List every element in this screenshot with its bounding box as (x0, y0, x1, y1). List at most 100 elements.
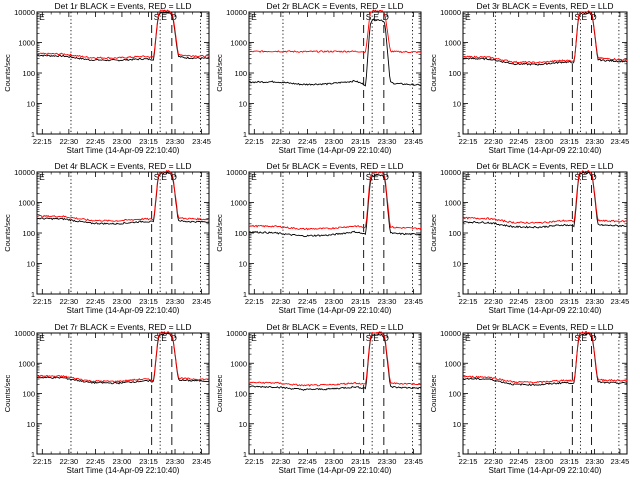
marker-label-e: E (251, 172, 257, 182)
x-tick-label: 22:45 (298, 297, 317, 306)
panel-title: Det 4r BLACK = Events, RED = LLD (54, 161, 191, 171)
panel-title: Det 3r BLACK = Events, RED = LLD (476, 1, 613, 11)
y-tick-label: 10 (453, 420, 461, 429)
y-tick-label: 100 (22, 69, 35, 78)
series-red (462, 170, 628, 224)
x-tick-label: 23:30 (378, 137, 397, 146)
y-tick-label: 10 (239, 420, 247, 429)
marker-label-d: D (171, 172, 177, 182)
x-tick-label: 23:00 (113, 297, 132, 306)
x-tick-label: 22:15 (245, 297, 264, 306)
y-tick-label: 10 (453, 260, 461, 269)
marker-label-s: S (154, 172, 160, 182)
series-red (36, 170, 209, 222)
series-black (248, 18, 422, 87)
x-tick-label: 23:15 (351, 297, 370, 306)
x-tick-label: 22:30 (484, 297, 503, 306)
marker-label-e: E (581, 12, 587, 22)
x-tick-label: 23:30 (585, 457, 604, 466)
x-tick-label: 22:30 (271, 457, 290, 466)
y-tick-label: 10000 (440, 8, 461, 17)
y-tick-label: 1000 (230, 359, 247, 368)
x-axis-label: Start Time (14-Apr-09 22:10:40) (279, 466, 392, 475)
series-red (248, 331, 422, 387)
x-tick-label: 23:15 (560, 297, 579, 306)
y-tick-label: 10 (239, 100, 247, 109)
x-tick-label: 23:45 (192, 137, 211, 146)
plot-frame (462, 171, 628, 295)
x-tick-label: 23:45 (611, 457, 630, 466)
x-axis-label: Start Time (14-Apr-09 22:10:40) (279, 146, 392, 155)
y-tick-label: 10000 (226, 8, 247, 17)
series-black (249, 333, 422, 391)
marker-label-e: E (465, 12, 471, 22)
y-tick-label: 100 (448, 69, 461, 78)
x-tick-label: 22:15 (459, 457, 478, 466)
marker-label-d: D (383, 333, 389, 343)
x-tick-label: 23:15 (560, 137, 579, 146)
marker-label-d: D (171, 12, 177, 22)
series-black (462, 332, 628, 386)
x-tick-label: 23:00 (535, 137, 554, 146)
y-tick-label: 100 (22, 390, 35, 399)
y-tick-label: 10000 (440, 168, 461, 177)
y-tick-label: 1 (457, 130, 461, 139)
x-tick-label: 22:30 (271, 137, 290, 146)
series-red (462, 10, 628, 64)
y-tick-label: 1000 (444, 359, 461, 368)
plot-frame (462, 332, 628, 455)
panel-det-2: Det 2r BLACK = Events, RED = LLD 1 10 100 10… (215, 1, 423, 155)
y-tick-label: 10000 (14, 329, 35, 338)
x-tick-label: 23:30 (585, 297, 604, 306)
x-tick-label: 22:15 (33, 137, 52, 146)
marker-label-e: E (373, 172, 379, 182)
y-tick-label: 10 (27, 420, 35, 429)
x-tick-label: 23:30 (166, 457, 185, 466)
x-tick-label: 23:15 (139, 297, 158, 306)
y-tick-label: 100 (234, 390, 247, 399)
y-tick-label: 100 (22, 229, 35, 238)
x-tick-label: 23:45 (611, 137, 630, 146)
marker-label-e: E (39, 12, 45, 22)
y-axis-label: Counts/sec (215, 54, 224, 92)
marker-label-s: S (154, 333, 160, 343)
y-tick-label: 1000 (230, 39, 247, 48)
x-tick-label: 22:30 (59, 457, 78, 466)
marker-label-s: S (154, 12, 160, 22)
panel-det-1: Det 1r BLACK = Events, RED = LLD 1 10 100 10… (3, 1, 211, 155)
y-tick-label: 10 (453, 100, 461, 109)
y-axis-label: Counts/sec (429, 374, 438, 412)
y-tick-label: 1 (243, 130, 247, 139)
x-tick-label: 22:15 (459, 137, 478, 146)
marker-label-s: S (574, 333, 580, 343)
x-tick-label: 23:30 (166, 137, 185, 146)
x-tick-label: 23:00 (535, 297, 554, 306)
series-red (248, 9, 422, 54)
x-tick-label: 22:45 (86, 137, 105, 146)
y-tick-label: 1000 (444, 199, 461, 208)
marker-label-s: S (366, 172, 372, 182)
marker-label-s: S (574, 12, 580, 22)
y-tick-label: 100 (448, 229, 461, 238)
plot-frame (248, 332, 422, 455)
y-axis-label: Counts/sec (3, 374, 12, 412)
panel-det-9: Det 9r BLACK = Events, RED = LLD 1 10 100 10… (429, 322, 629, 475)
y-axis-label: Counts/sec (429, 214, 438, 252)
x-axis-label: Start Time (14-Apr-09 22:10:40) (489, 146, 602, 155)
panel-title: Det 6r BLACK = Events, RED = LLD (476, 161, 613, 171)
marker-label-s: S (366, 333, 372, 343)
series-red (36, 331, 210, 383)
marker-label-s: S (366, 12, 372, 22)
plot-frame (36, 171, 210, 295)
y-tick-label: 10 (27, 260, 35, 269)
x-tick-label: 22:15 (33, 297, 52, 306)
x-tick-label: 23:15 (351, 457, 370, 466)
x-tick-label: 22:15 (245, 137, 264, 146)
marker-label-d: D (171, 333, 177, 343)
panel-title: Det 2r BLACK = Events, RED = LLD (266, 1, 403, 11)
x-tick-label: 22:15 (459, 297, 478, 306)
x-tick-label: 23:00 (113, 457, 132, 466)
marker-label-e: E (465, 333, 471, 343)
marker-label-e: E (161, 172, 167, 182)
x-tick-label: 22:45 (298, 457, 317, 466)
